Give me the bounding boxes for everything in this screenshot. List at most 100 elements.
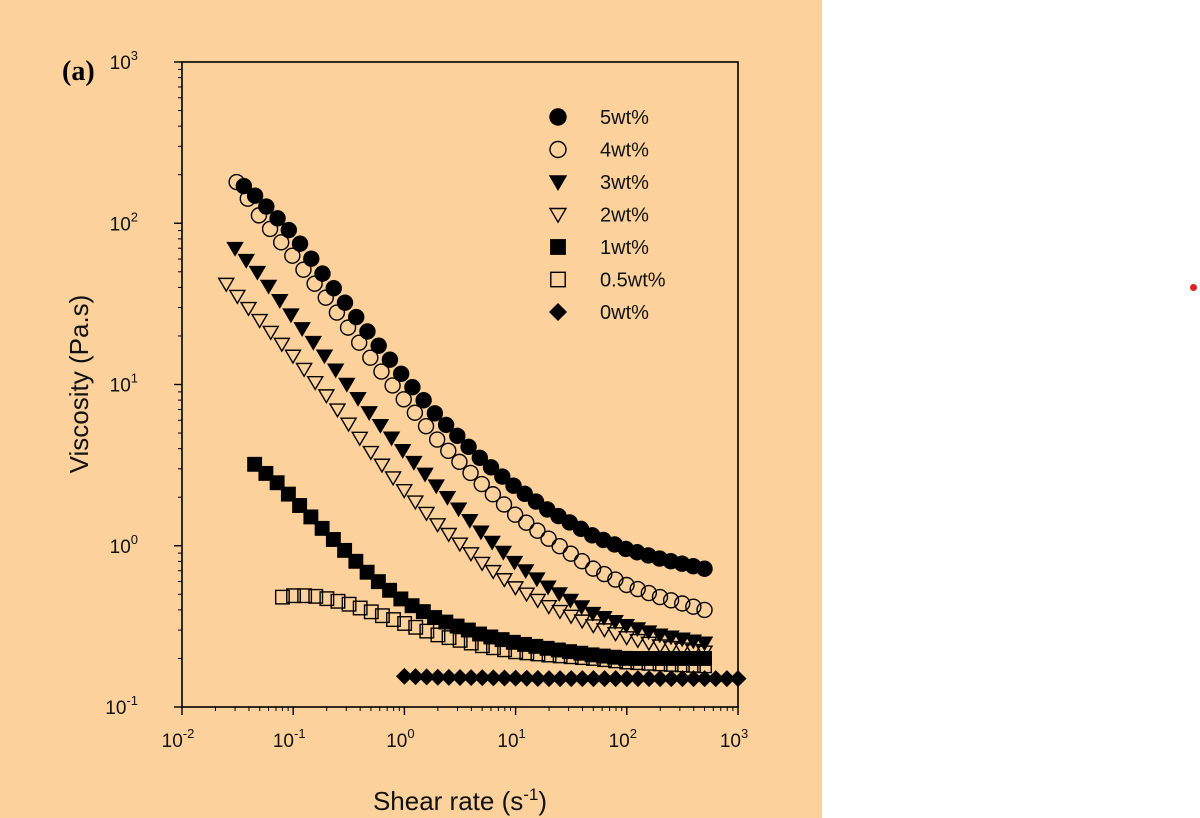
- data-point: [473, 556, 491, 572]
- legend-label: 4wt%: [600, 140, 649, 162]
- y-tick-label: 101: [110, 371, 138, 397]
- data-point: [472, 525, 490, 541]
- data-point: [304, 335, 323, 351]
- data-point: [462, 464, 479, 482]
- series-0.5wt%: [274, 588, 712, 674]
- data-point: [530, 646, 546, 662]
- data-point: [483, 535, 501, 551]
- data-point: [651, 670, 669, 688]
- data-point: [395, 667, 413, 685]
- data-point: [584, 560, 602, 577]
- y-tick-base: 10: [110, 214, 131, 235]
- x-tick-exp: -1: [294, 726, 306, 741]
- x-tick-base: 10: [162, 731, 183, 752]
- data-point: [328, 304, 346, 321]
- data-point: [562, 545, 580, 562]
- series-5wt%: [235, 177, 713, 577]
- data-point: [617, 631, 636, 646]
- data-point: [562, 670, 580, 688]
- data-point: [606, 615, 624, 630]
- data-point: [359, 564, 375, 580]
- data-point: [651, 588, 669, 606]
- legend-marker: [548, 175, 568, 191]
- data-point: [295, 261, 312, 278]
- data-point: [482, 459, 500, 476]
- data-point: [441, 630, 457, 646]
- series-3wt%: [226, 241, 714, 652]
- chart-svg: (a) 10-2 10-1 100 101 102 103 10-110010110210…: [0, 0, 822, 818]
- data-point: [674, 595, 691, 612]
- data-point: [673, 670, 691, 688]
- x-axis-title-text: Shear rate (s: [373, 786, 523, 816]
- data-point: [314, 520, 330, 536]
- data-point: [250, 313, 269, 329]
- data-point: [552, 648, 568, 664]
- data-point: [258, 465, 274, 481]
- data-point: [729, 670, 747, 688]
- data-point: [440, 442, 457, 459]
- x-tick-exp: 1: [519, 726, 526, 741]
- legend-marker: [549, 108, 567, 126]
- data-point: [630, 655, 646, 671]
- data-point: [286, 588, 301, 604]
- data-point: [473, 669, 491, 687]
- data-point: [528, 572, 546, 588]
- x-axis-ticks: 10-2 10-1 100 101 102 103: [162, 707, 748, 752]
- data-point: [506, 506, 524, 523]
- data-point: [518, 514, 535, 531]
- y-tick-label: 10-1: [105, 693, 138, 719]
- legend-label: 5wt%: [600, 107, 649, 129]
- data-point: [303, 250, 320, 267]
- data-point: [284, 349, 302, 365]
- y-tick-exp: -1: [126, 693, 138, 708]
- data-point: [419, 623, 435, 639]
- data-point: [486, 640, 501, 656]
- data-point: [428, 431, 446, 448]
- x-tick-label: 102: [609, 726, 637, 752]
- data-point: [629, 580, 646, 598]
- x-axis-title-sup: -1: [523, 785, 538, 804]
- y-tick-base: 10: [105, 698, 126, 719]
- x-tick-exp: -2: [183, 726, 195, 741]
- legend-marker: [550, 239, 566, 255]
- data-point: [597, 652, 613, 668]
- data-point: [295, 362, 313, 378]
- data-point: [336, 294, 354, 311]
- x-axis-title: Shear rate (s-1): [373, 785, 547, 816]
- data-point: [269, 475, 285, 491]
- data-point: [370, 337, 387, 354]
- data-point: [405, 455, 423, 471]
- data-point: [439, 527, 458, 543]
- data-point: [527, 493, 545, 510]
- data-point: [440, 668, 458, 686]
- data-point: [426, 405, 444, 422]
- data-point: [339, 319, 357, 336]
- data-point: [607, 571, 624, 588]
- data-point: [373, 458, 391, 474]
- data-point: [317, 289, 334, 306]
- red-dot-marker: [1190, 284, 1197, 291]
- data-point: [272, 234, 290, 251]
- data-point: [718, 670, 736, 688]
- data-point: [541, 647, 557, 663]
- y-tick-exp: 2: [131, 209, 138, 224]
- x-tick-exp: 2: [630, 726, 637, 741]
- data-point: [495, 573, 514, 588]
- legend-label: 0.5wt%: [600, 270, 666, 292]
- data-point: [508, 644, 524, 660]
- data-point: [319, 591, 335, 607]
- data-point: [707, 670, 725, 688]
- data-point: [247, 456, 263, 472]
- data-point: [429, 668, 447, 686]
- data-point: [308, 588, 324, 604]
- data-point: [585, 651, 601, 666]
- data-point: [451, 668, 469, 686]
- data-point: [373, 363, 390, 380]
- data-point: [258, 198, 275, 215]
- data-point: [250, 207, 268, 224]
- y-tick-base: 10: [110, 537, 131, 558]
- panel-background: [0, 0, 822, 818]
- data-point: [325, 280, 342, 297]
- data-point: [473, 475, 490, 493]
- data-point: [529, 522, 546, 539]
